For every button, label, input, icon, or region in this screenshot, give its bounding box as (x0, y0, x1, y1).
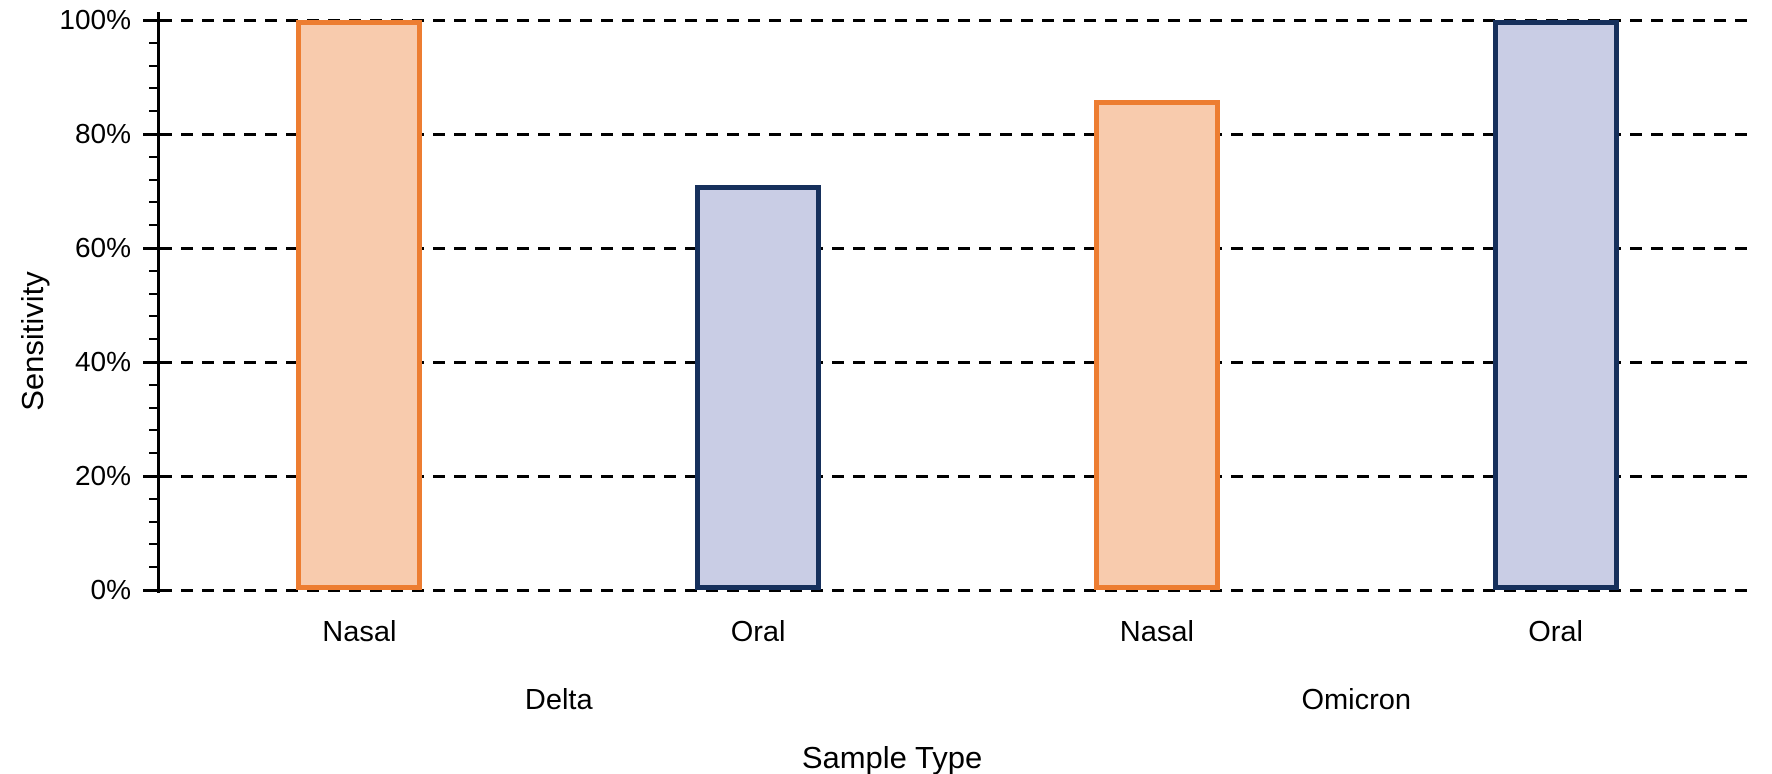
bar-omicron-oral (1492, 20, 1619, 590)
y-tick-label-60: 60% (74, 232, 131, 263)
y-minor-tick-12 (149, 520, 157, 523)
y-major-tick-60 (143, 246, 157, 250)
y-minor-tick-48 (149, 315, 157, 318)
y-minor-tick-8 (149, 543, 157, 546)
y-minor-tick-64 (149, 224, 157, 227)
y-minor-tick-84 (149, 110, 157, 113)
gridline-40 (160, 360, 1755, 364)
bar-omicron-nasal (1093, 99, 1220, 590)
gridline-60 (160, 246, 1755, 250)
x-axis-title: Sample Type (801, 740, 983, 774)
y-minor-tick-24 (149, 452, 157, 455)
y-minor-tick-72 (149, 178, 157, 181)
y-minor-tick-4 (149, 566, 157, 569)
y-minor-tick-32 (149, 406, 157, 409)
category-label-0: Nasal (322, 616, 397, 648)
gridline-100 (160, 18, 1755, 22)
y-minor-tick-28 (149, 429, 157, 432)
gridline-80 (160, 132, 1755, 136)
y-axis-line (157, 12, 160, 593)
category-label-2: Nasal (1119, 616, 1194, 648)
y-major-tick-100 (143, 18, 157, 22)
y-minor-tick-96 (149, 41, 157, 44)
y-minor-tick-68 (149, 201, 157, 204)
y-minor-tick-36 (149, 383, 157, 386)
bar-delta-nasal (296, 20, 423, 590)
y-tick-label-0: 0% (90, 574, 131, 605)
y-tick-label-100: 100% (59, 4, 131, 35)
y-minor-tick-56 (149, 269, 157, 272)
y-tick-label-40: 40% (74, 346, 131, 377)
gridline-20 (160, 474, 1755, 478)
y-minor-tick-16 (149, 497, 157, 500)
y-minor-tick-76 (149, 155, 157, 158)
y-major-tick-20 (143, 474, 157, 478)
y-minor-tick-88 (149, 87, 157, 90)
y-major-tick-80 (143, 132, 157, 136)
y-minor-tick-92 (149, 64, 157, 67)
y-major-tick-40 (143, 360, 157, 364)
y-minor-tick-44 (149, 338, 157, 341)
y-minor-tick-52 (149, 292, 157, 295)
category-label-3: Oral (1528, 616, 1584, 648)
category-label-1: Oral (730, 616, 786, 648)
y-tick-label-20: 20% (74, 460, 131, 491)
y-major-tick-0 (143, 588, 157, 592)
gridline-0 (160, 588, 1755, 592)
group-label-delta: Delta (524, 684, 593, 716)
plot-area (143, 12, 1755, 593)
bar-delta-oral (695, 185, 822, 590)
y-tick-label-80: 80% (74, 118, 131, 149)
group-label-omicron: Omicron (1301, 684, 1412, 716)
y-axis-title: Sensitivity (15, 271, 50, 411)
